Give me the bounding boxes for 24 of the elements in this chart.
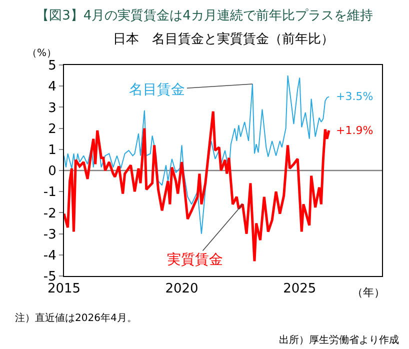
text: 出所）厚生労働省より作成	[279, 334, 399, 346]
x-tick-label: 2025	[283, 282, 316, 297]
chart-title: 【図3】4月の実質賃金は4カ月連続で前年比プラスを維持	[36, 8, 373, 24]
x-axis-title: （年）	[352, 286, 385, 299]
y-tick-label: 3	[48, 100, 56, 116]
chart-subtitle: 日本 名目賃金と実質賃金（前年比）	[113, 31, 334, 47]
y-tick-label: 0	[48, 164, 56, 180]
series-label: 名目賃金	[129, 82, 185, 98]
data-label: +1.9%	[336, 124, 374, 137]
y-tick-label: -2	[43, 206, 56, 222]
y-tick-label: -1	[43, 185, 56, 200]
y-tick-label: -3	[43, 227, 56, 242]
text: 実質賃金	[167, 252, 223, 268]
y-tick-label: 4	[48, 80, 56, 95]
line-series	[64, 75, 330, 234]
x-tick-label: 2015	[47, 282, 81, 297]
text: 注）直近値は2026年4月。	[15, 312, 137, 324]
y-tick-label: 1	[48, 142, 56, 158]
y-tick-label: -4	[43, 248, 56, 264]
x-tick-label: 2020	[165, 282, 198, 297]
y-axis-title: （%）	[27, 48, 57, 59]
y-tick-label: 2	[48, 122, 56, 137]
y-tick-label: 5	[48, 58, 56, 74]
data-label: +3.5%	[336, 90, 374, 103]
